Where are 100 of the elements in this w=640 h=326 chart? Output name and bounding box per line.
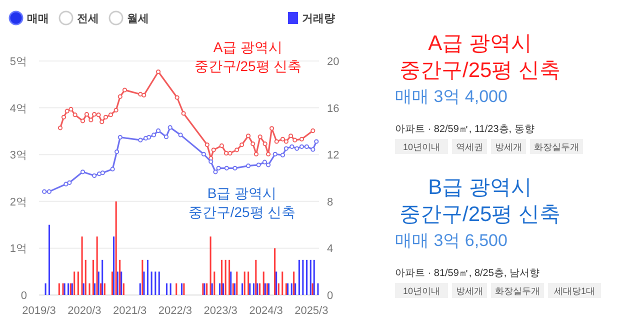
text: 세대당1대	[554, 286, 596, 296]
point	[156, 69, 161, 74]
text: 10년이내	[402, 142, 440, 152]
point	[250, 142, 256, 146]
y2-tick-label: 16	[327, 102, 340, 115]
text: 매매	[27, 13, 49, 25]
point	[80, 118, 86, 124]
point	[272, 152, 278, 156]
point	[304, 144, 309, 149]
text: B급 광역시 중간구/25평 신축	[399, 176, 561, 226]
point	[92, 173, 97, 178]
point	[228, 150, 232, 156]
point	[84, 112, 90, 117]
point	[103, 114, 108, 120]
y-tick-label: 0	[20, 290, 27, 302]
point	[58, 126, 63, 130]
series-label: A급 광역시 중간구/25평 신축	[194, 39, 302, 74]
point	[274, 139, 279, 144]
point	[284, 146, 288, 151]
point	[292, 138, 298, 142]
point	[299, 136, 304, 142]
text: A급 광역시 중간구/25평 신축	[399, 32, 561, 82]
point	[146, 134, 152, 140]
y-tick-label: 1억	[10, 243, 27, 256]
point	[234, 148, 240, 152]
text: 매매 3억 4,000	[395, 87, 508, 106]
point	[219, 143, 224, 148]
y-tick-label: 3억	[10, 150, 27, 162]
point	[269, 126, 274, 131]
x-tick-label: 2023/3	[204, 305, 238, 317]
point	[142, 92, 146, 98]
point	[262, 160, 267, 164]
point	[216, 166, 221, 170]
text: 전세	[77, 13, 99, 25]
point	[100, 170, 105, 176]
x-tick-label: 2021/3	[113, 305, 147, 317]
point	[114, 108, 118, 112]
point	[92, 112, 97, 117]
point	[262, 142, 268, 146]
point	[46, 189, 52, 194]
y-tick-label: 2억	[10, 196, 27, 208]
point	[290, 144, 294, 149]
point	[280, 136, 286, 142]
point	[213, 170, 218, 174]
text: 방세개	[495, 142, 522, 152]
point	[61, 114, 66, 120]
point	[80, 170, 86, 174]
point	[114, 149, 120, 154]
text: B급 광역시 중간구/25평 신축	[188, 185, 296, 220]
point	[138, 92, 143, 97]
point	[118, 94, 122, 99]
point	[118, 134, 122, 140]
text: 화장실두개	[534, 142, 579, 152]
point	[67, 180, 72, 185]
point	[181, 111, 186, 116]
point	[122, 88, 128, 92]
point	[294, 146, 300, 151]
point	[152, 132, 156, 138]
point	[284, 139, 288, 144]
point	[68, 106, 74, 112]
point	[211, 148, 216, 152]
text: 10년이내	[402, 286, 440, 296]
text: 아파트 · 81/59㎡, 8/25층, 남서향	[395, 268, 540, 279]
y-tick-label: 4억	[10, 102, 27, 115]
y2-tick-label: 8	[327, 196, 334, 208]
y-tick-label: 5억	[10, 56, 27, 68]
point	[201, 152, 206, 156]
point	[280, 152, 286, 158]
y2-tick-label: 12	[327, 150, 340, 162]
point	[64, 108, 70, 114]
point	[156, 128, 161, 134]
point	[314, 139, 319, 144]
point	[266, 152, 271, 156]
point	[96, 171, 102, 176]
point	[42, 189, 47, 194]
point	[258, 134, 262, 140]
point	[168, 125, 172, 130]
point	[266, 162, 271, 168]
point	[240, 142, 244, 148]
point	[88, 118, 94, 122]
point	[256, 162, 261, 168]
x-tick-label: 2019/3	[22, 305, 56, 317]
point	[254, 152, 259, 156]
point	[310, 128, 316, 134]
point	[204, 142, 210, 148]
point	[246, 134, 251, 138]
point	[224, 166, 229, 170]
point	[288, 134, 294, 138]
x-tick-label: 2022/3	[158, 305, 192, 317]
point	[64, 182, 68, 186]
point	[232, 166, 238, 170]
point	[310, 147, 316, 152]
point	[174, 95, 180, 100]
point	[299, 144, 304, 149]
point	[178, 132, 183, 138]
point	[110, 166, 115, 172]
point	[100, 120, 104, 124]
text: 월세	[127, 13, 149, 25]
x-tick-label: 2025/3	[294, 305, 328, 317]
point	[108, 112, 114, 118]
